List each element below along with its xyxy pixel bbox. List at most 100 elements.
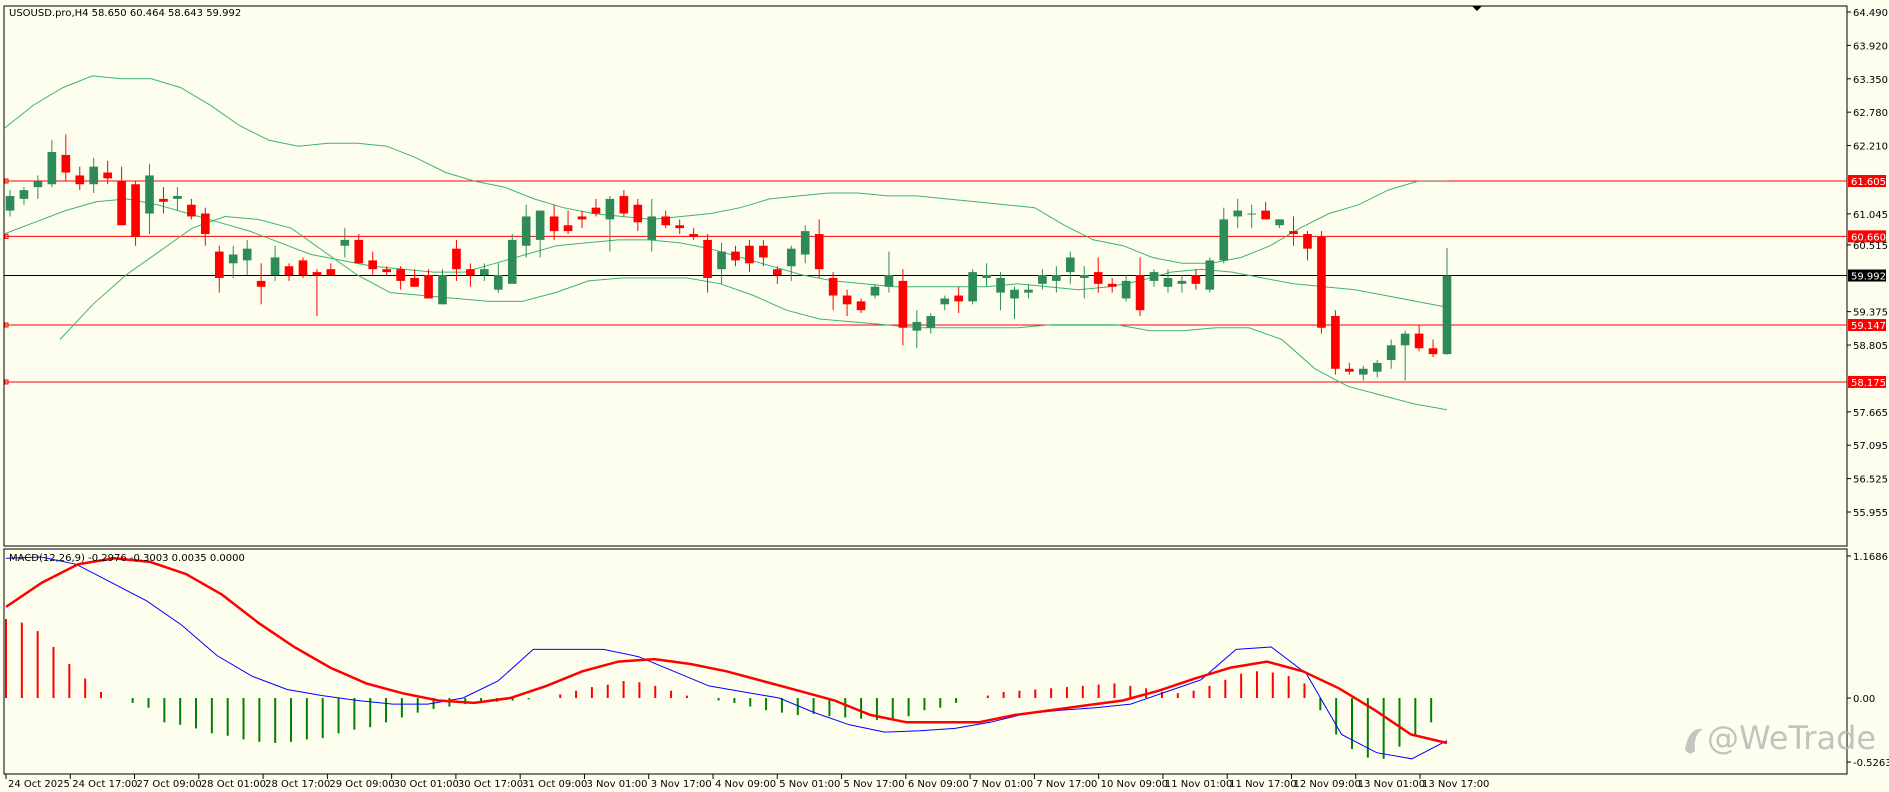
candle-bear <box>382 269 392 273</box>
candle-bull <box>480 269 489 276</box>
bollinger-upper <box>3 75 1447 264</box>
candle-bull <box>1400 333 1410 346</box>
time-tick-label: 11 Nov 17:00 <box>1229 779 1296 790</box>
candle-bull <box>1372 362 1382 372</box>
time-tick-label: 13 Nov 01:00 <box>1358 779 1425 790</box>
price-tick-label: 57.665 <box>1853 408 1888 419</box>
time-tick-label: 28 Oct 01:00 <box>201 779 266 790</box>
price-tick-label: 63.350 <box>1853 75 1888 86</box>
candle-bull <box>242 248 252 261</box>
candle-bull <box>5 195 15 211</box>
candle-bear <box>466 269 475 276</box>
candle-bear <box>1135 275 1145 311</box>
candle-bear <box>396 269 405 281</box>
candle-bull <box>1442 275 1452 355</box>
candle-bear <box>214 251 224 278</box>
candle-bull <box>340 239 350 246</box>
candle-bull <box>605 198 615 220</box>
candle-bull <box>535 210 545 240</box>
candle-bull <box>1358 368 1368 375</box>
candle-bear <box>131 184 140 237</box>
time-tick-label: 24 Oct 17:00 <box>72 779 137 790</box>
candle-bull <box>228 254 238 264</box>
price-tick-label: 64.490 <box>1853 8 1888 19</box>
candle-bull <box>940 298 950 305</box>
chart-shift-marker[interactable] <box>1472 6 1482 11</box>
candle-bear <box>117 181 126 226</box>
candle-bear <box>828 277 838 296</box>
price-tick-label: 62.210 <box>1853 142 1888 153</box>
price-tick-label: 55.955 <box>1853 508 1888 519</box>
candle-bear <box>452 248 461 270</box>
candle-bear <box>312 272 322 276</box>
candle-bear <box>591 207 601 214</box>
candle-bear <box>103 172 112 179</box>
candle-bull <box>1386 345 1396 360</box>
candle-bear <box>898 280 908 328</box>
current-price-label: 59.992 <box>1851 272 1886 283</box>
candle-bull <box>1247 213 1257 215</box>
candle-bull <box>1163 277 1173 287</box>
price-tick-label: 59.375 <box>1853 308 1888 319</box>
price-tick-label: 58.805 <box>1853 341 1888 352</box>
candle-bear <box>1093 272 1103 284</box>
time-tick-label: 6 Nov 09:00 <box>908 779 969 790</box>
candle-bear <box>1414 333 1424 349</box>
candle-bull <box>521 216 531 246</box>
bollinger-lower <box>59 215 1448 411</box>
candle-bull <box>1149 272 1159 281</box>
time-tick-label: 12 Nov 09:00 <box>1293 779 1360 790</box>
candle-bear <box>703 239 712 278</box>
time-tick-label: 3 Nov 01:00 <box>586 779 647 790</box>
candle-bull <box>870 286 880 296</box>
symbol-info: USOUSD.pro,H4 58.650 60.464 58.643 59.99… <box>9 8 241 19</box>
price-tick-label: 57.095 <box>1853 441 1888 452</box>
macd-panel-frame <box>3 548 1848 775</box>
candle-bear <box>814 234 824 270</box>
candle-bull <box>1121 280 1131 299</box>
candle-bear <box>689 234 698 237</box>
time-tick-label: 11 Nov 01:00 <box>1165 779 1232 790</box>
wetrade-logo-icon <box>1685 728 1703 754</box>
price-tick-label: 62.780 <box>1853 108 1888 119</box>
macd-signal-line <box>5 557 1448 745</box>
candle-bear <box>1331 316 1340 369</box>
candle-bear <box>577 216 587 220</box>
candle-bear <box>856 301 866 311</box>
level-price-label: 59.147 <box>1851 321 1886 332</box>
candle-bull <box>786 248 796 267</box>
candle-bull <box>89 166 99 185</box>
time-tick-label: 27 Oct 09:00 <box>137 779 202 790</box>
candle-bull <box>19 190 29 199</box>
time-tick-label: 10 Nov 09:00 <box>1101 779 1168 790</box>
time-tick-label: 5 Nov 01:00 <box>779 779 840 790</box>
candle-bear <box>661 216 671 226</box>
candle-bear <box>1428 348 1438 355</box>
candle-bull <box>145 175 154 214</box>
candle-bear <box>773 269 782 276</box>
candle-bull <box>717 251 726 270</box>
candle-bull <box>1024 289 1033 293</box>
candle-bull <box>647 216 657 240</box>
candle-bull <box>1010 289 1019 299</box>
candle-bear <box>368 260 378 270</box>
candle-bull <box>1219 219 1229 261</box>
candle-bull <box>884 275 894 287</box>
time-tick-label: 24 Oct 2025 <box>8 779 70 790</box>
candle-bear <box>424 275 433 299</box>
candle-bull <box>33 181 43 188</box>
candle-bear <box>633 204 643 223</box>
time-tick-label: 13 Nov 17:00 <box>1422 779 1489 790</box>
candle-bear <box>61 154 71 173</box>
level-marker <box>4 178 9 184</box>
candle-bear <box>75 175 85 185</box>
candle-bear <box>731 251 740 261</box>
candle-bear <box>354 239 364 264</box>
macd-tick-label: 1.1686 <box>1853 552 1888 563</box>
time-tick-label: 4 Nov 09:00 <box>715 779 776 790</box>
level-price-tag <box>1848 319 1886 332</box>
candle-bear <box>1303 234 1312 249</box>
time-tick-label: 30 Oct 17:00 <box>458 779 523 790</box>
candle-bear <box>745 245 754 264</box>
